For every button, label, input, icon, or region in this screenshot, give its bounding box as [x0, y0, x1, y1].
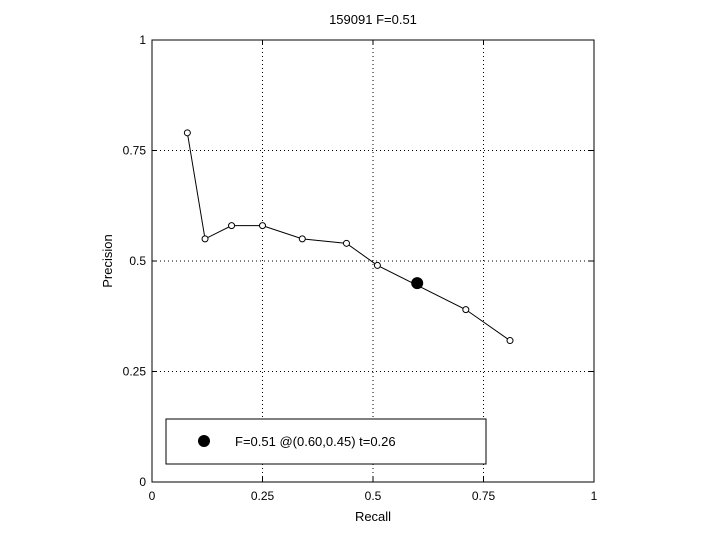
y-tick-label: 0.25 [123, 365, 147, 379]
legend-box [165, 418, 487, 465]
data-point [228, 222, 236, 230]
y-axis-title: Precision [100, 234, 115, 287]
chart-title: 159091 F=0.51 [329, 12, 417, 27]
x-tick-label: 0.25 [251, 489, 275, 503]
y-tick-label: 1 [139, 33, 146, 47]
data-point [201, 235, 209, 243]
data-point [342, 239, 350, 247]
legend-text: F=0.51 @(0.60,0.45) t=0.26 [235, 434, 396, 449]
x-tick-label: 0.5 [365, 489, 382, 503]
y-tick-label: 0.75 [123, 144, 147, 158]
data-point [373, 261, 381, 269]
series-group [183, 129, 514, 345]
x-tick-label: 0 [149, 489, 156, 503]
legend: F=0.51 @(0.60,0.45) t=0.26 [165, 418, 487, 465]
data-point [259, 222, 266, 230]
legend-marker [198, 435, 210, 447]
y-tick-label: 0 [139, 475, 146, 489]
data-point [298, 235, 306, 243]
best-f-point [411, 277, 424, 290]
data-point [183, 129, 191, 137]
data-point [506, 337, 514, 345]
data-point [462, 306, 470, 314]
y-tick-label: 0.5 [129, 254, 146, 268]
grid [152, 40, 594, 482]
x-tick-label: 0.75 [472, 489, 496, 503]
x-tick-label: 1 [591, 489, 598, 503]
axis-ticks: 0 0.25 0.5 0.75 1 0 0.25 0.5 0.75 1 [123, 33, 598, 503]
x-axis-title: Recall [355, 509, 391, 524]
